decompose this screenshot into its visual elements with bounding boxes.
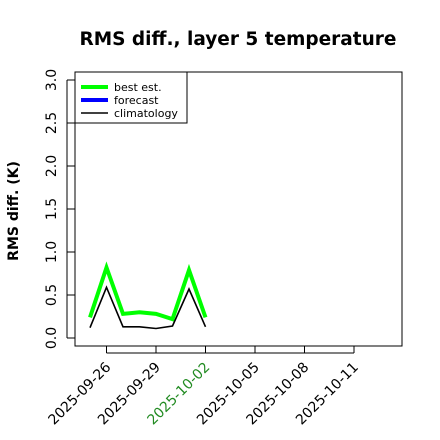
legend-box bbox=[74, 71, 188, 124]
y-tick-label: 1.0 bbox=[44, 241, 60, 263]
y-tick-label: 2.0 bbox=[44, 155, 60, 177]
legend-label: forecast bbox=[114, 94, 159, 107]
series-line-climatology bbox=[89, 285, 207, 330]
y-tick-label: 0.0 bbox=[44, 327, 60, 349]
y-tick-label: 2.5 bbox=[44, 112, 60, 134]
y-tick-label: 3.0 bbox=[44, 69, 60, 91]
series-line-best-est bbox=[88, 261, 208, 322]
y-axis: 0.0 0.5 1.0 1.5 2.0 2.5 3.0 bbox=[44, 69, 75, 349]
legend-label: best est. bbox=[114, 81, 162, 94]
x-axis: 2025-09-262025-09-292025-10-022025-10-05… bbox=[45, 346, 362, 428]
legend-label: climatology bbox=[114, 107, 178, 120]
y-tick-label: 1.5 bbox=[44, 198, 60, 220]
series-layer bbox=[88, 261, 208, 330]
y-axis-label: RMS diff. (K) bbox=[6, 161, 22, 261]
chart-title: RMS diff., layer 5 temperature bbox=[80, 29, 397, 50]
y-tick-label: 0.5 bbox=[44, 284, 60, 306]
